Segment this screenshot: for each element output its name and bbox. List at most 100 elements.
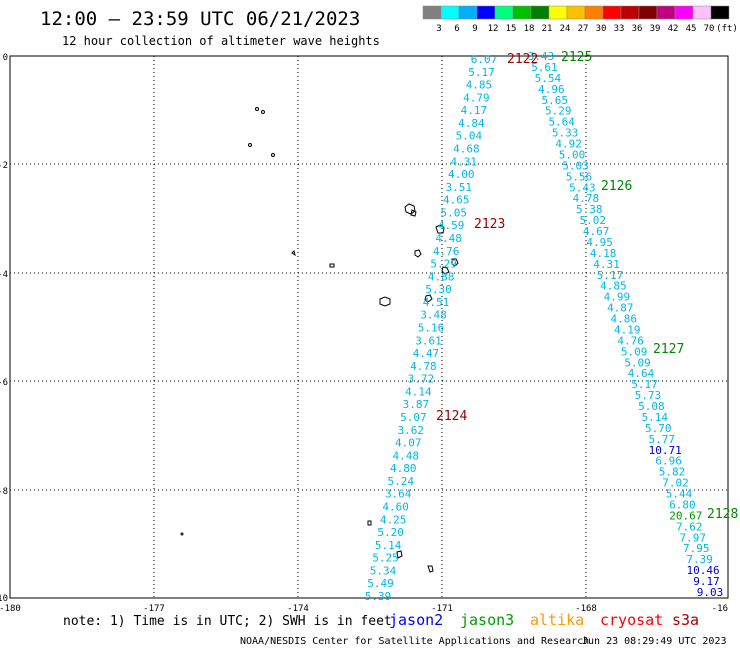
- wave-height-value: 9.03: [697, 586, 724, 599]
- wave-height-value: 4.18: [590, 247, 617, 260]
- wave-height-value: 4.88: [428, 270, 455, 283]
- wave-height-value: 5.05: [440, 206, 467, 219]
- wave-height-value: 3.61: [415, 334, 442, 347]
- wave-height-legend: 3 6 9 12 15 18 21 24 27 30 33 36 39 42 45 70 (ft): [422, 5, 738, 34]
- wave-height-value: 5.49: [367, 577, 394, 590]
- wave-height-value: 4.47: [413, 347, 440, 360]
- wave-height-value: 6.96: [655, 455, 682, 468]
- legend-swatch: [548, 5, 568, 20]
- wave-height-value: 5.38: [576, 203, 603, 216]
- wave-height-value: 4.85: [600, 280, 627, 293]
- legend-swatch: [566, 5, 586, 20]
- legend-swatch: [440, 5, 460, 20]
- legend-label: 12: [488, 24, 499, 34]
- wave-height-value: 4.85: [466, 79, 493, 92]
- footer-note: note: 1) Time is in UTC; 2) SWH is in fe…: [63, 614, 392, 629]
- wave-height-value: 5.39: [365, 590, 392, 603]
- satellite-s3a: s3a: [672, 611, 699, 629]
- wave-height-value: 5.00: [559, 148, 586, 161]
- wave-height-value: 4.19: [614, 323, 641, 336]
- wave-height-value: 4.78: [410, 360, 437, 373]
- wave-height-value: 3.43: [528, 50, 555, 63]
- wave-height-value: 5.56: [566, 170, 593, 183]
- wave-height-value: 4.48: [435, 232, 462, 245]
- legend-swatch: [602, 5, 622, 20]
- wave-height-value: 4.79: [463, 91, 490, 104]
- wave-height-value: 7.97: [680, 531, 707, 544]
- legend-swatch: [638, 5, 658, 20]
- satellite-jason3: jason3: [460, 611, 514, 629]
- wave-height-value: 5.20: [377, 526, 404, 539]
- legend-label: 18: [524, 24, 535, 34]
- wave-height-value: 4.78: [573, 192, 600, 205]
- credit-line: NOAA/NESDIS Center for Satellite Applica…: [240, 636, 589, 647]
- pass-label-2127: 2127: [653, 342, 684, 357]
- wave-height-value: 5.17: [597, 269, 624, 282]
- wave-height-value: 4.48: [393, 449, 420, 462]
- x-tick-label: -180: [0, 604, 21, 614]
- wave-height-value: 4.25: [380, 513, 407, 526]
- track-2122-values: 6.075.174.854.794.174.845.044.684.314.00…: [365, 53, 498, 603]
- wave-height-value: 10.46: [687, 564, 720, 577]
- wave-height-value: 4.31: [593, 258, 620, 271]
- wave-height-value: 5.09: [621, 345, 648, 358]
- wave-height-value: 4.64: [628, 367, 655, 380]
- wave-height-value: 6.80: [669, 498, 696, 511]
- wave-height-value: 5.14: [642, 411, 669, 424]
- map-subtitle: 12 hour collection of altimeter wave hei…: [62, 34, 380, 48]
- wave-height-value: 5.14: [375, 539, 402, 552]
- legend-label: 24: [560, 24, 571, 34]
- legend-swatch: [476, 5, 496, 20]
- wave-height-value: 6.07: [471, 53, 498, 66]
- wave-height-value: 3.87: [403, 398, 430, 411]
- legend-swatch: [674, 5, 694, 20]
- wave-height-value: 5.44: [666, 488, 693, 501]
- wave-height-value: 4.14: [405, 385, 432, 398]
- legend-label: 42: [668, 24, 679, 34]
- axis-tick-labels: -180 -177 -174 -171 -168 -16 0 -2 -4 -6 -8 -10: [0, 53, 728, 614]
- wave-height-value: 4.67: [583, 225, 610, 238]
- timestamp: Jun 23 08:29:49 UTC 2023: [582, 636, 727, 647]
- legend-label: 6: [454, 24, 459, 34]
- wave-height-value: 3.48: [420, 309, 447, 322]
- wave-height-value: 4.07: [395, 437, 422, 450]
- legend-swatch: [494, 5, 514, 20]
- wave-height-value: 5.43: [569, 181, 596, 194]
- wave-height-value: 4.60: [382, 501, 409, 514]
- wave-height-value: 5.04: [456, 130, 483, 143]
- wave-height-value: 5.02: [579, 214, 606, 227]
- wave-height-value: 4.65: [443, 194, 470, 207]
- wave-height-value: 5.25: [372, 552, 399, 565]
- wave-height-value: 5.03: [562, 159, 589, 172]
- legend-label: 45: [686, 24, 697, 34]
- legend-label: 15: [506, 24, 517, 34]
- wave-height-value: 5.77: [648, 433, 675, 446]
- x-tick-label: -174: [287, 604, 309, 614]
- wave-height-value: 4.31: [451, 155, 478, 168]
- wave-height-value: 5.17: [631, 378, 658, 391]
- legend-swatch: [512, 5, 532, 20]
- wave-height-value: 5.82: [659, 466, 686, 479]
- y-tick-label: -6: [0, 378, 8, 388]
- y-tick-label: -2: [0, 161, 8, 171]
- wave-height-value: 10.71: [649, 444, 682, 457]
- wave-height-value: 5.16: [418, 322, 445, 335]
- wave-height-value: 5.29: [545, 105, 572, 118]
- wave-height-value: 4.51: [423, 296, 450, 309]
- legend-label: (ft): [716, 24, 738, 34]
- wave-height-value: 3.64: [385, 488, 412, 501]
- wave-height-value: 5.70: [645, 422, 672, 435]
- wave-height-value: 5.61: [531, 61, 558, 74]
- legend-label: 3: [436, 24, 441, 34]
- legend-label: 21: [542, 24, 553, 34]
- wave-height-value: 5.24: [387, 475, 414, 488]
- x-tick-label: -177: [143, 604, 165, 614]
- wave-height-value: 4.76: [617, 334, 644, 347]
- wave-height-value: 4.59: [438, 219, 465, 232]
- legend-swatch: [710, 5, 730, 20]
- y-tick-label: -4: [0, 270, 8, 280]
- satellite-altika: altika: [530, 611, 584, 629]
- wave-height-value: 5.29: [430, 258, 457, 271]
- satellite-legend: jason2 jason3 altika cryosat s3a: [389, 611, 699, 629]
